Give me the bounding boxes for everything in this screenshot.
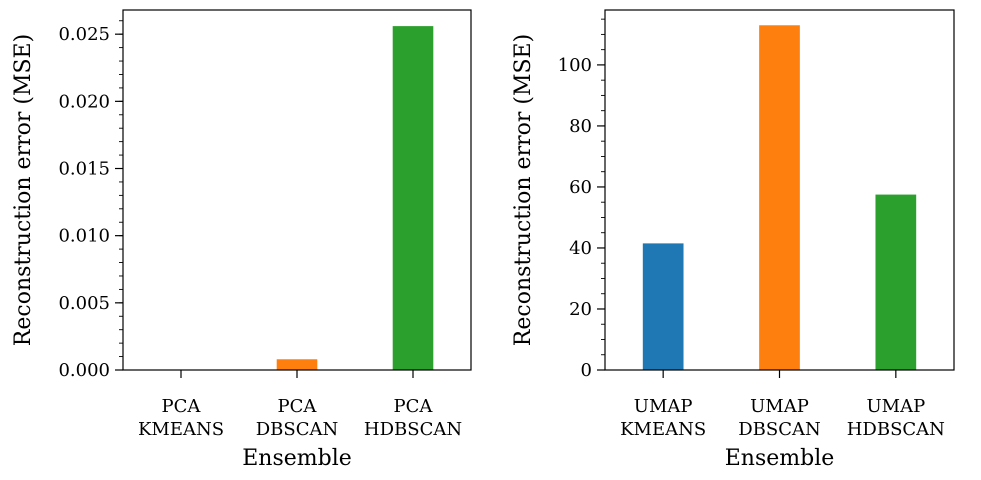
- x-tick-label: PCA: [278, 396, 318, 417]
- y-tick-label: 80: [569, 116, 592, 137]
- bar-umap-kmeans: [642, 243, 684, 370]
- x-tick-label: KMEANS: [620, 419, 706, 440]
- bar-umap-hdbscan: [875, 194, 917, 370]
- x-tick-label: HDBSCAN: [364, 419, 462, 440]
- y-tick-label: 100: [558, 55, 592, 76]
- y-tick-label: 0.025: [58, 24, 110, 45]
- x-tick-label: PCA: [162, 396, 202, 417]
- x-tick-label: DBSCAN: [256, 419, 339, 440]
- y-tick-label: 0.015: [58, 159, 110, 180]
- y-axis-label: Reconstruction error (MSE): [511, 34, 536, 346]
- x-tick-label: DBSCAN: [738, 419, 821, 440]
- y-axis-label: Reconstruction error (MSE): [11, 34, 36, 346]
- x-tick-label: UMAP: [634, 396, 693, 417]
- x-tick-label: UMAP: [750, 396, 809, 417]
- x-axis-label: Ensemble: [725, 446, 835, 471]
- y-tick-label: 0.000: [58, 360, 110, 381]
- bar-pca-hdbscan: [392, 26, 434, 370]
- bar-pca-dbscan: [276, 359, 318, 370]
- x-tick-label: UMAP: [866, 396, 925, 417]
- x-axis-label: Ensemble: [242, 446, 352, 471]
- y-tick-label: 20: [569, 299, 592, 320]
- x-tick-label: PCA: [394, 396, 434, 417]
- x-tick-label: HDBSCAN: [847, 419, 945, 440]
- y-tick-label: 40: [569, 238, 592, 259]
- y-tick-label: 0: [581, 360, 592, 381]
- y-tick-label: 0.020: [58, 91, 110, 112]
- chart-umap: 020406080100UMAPKMEANSUMAPDBSCANUMAPHDBS…: [511, 9, 955, 471]
- x-tick-label: KMEANS: [138, 419, 224, 440]
- chart-pca: 0.0000.0050.0100.0150.0200.025PCAKMEANSP…: [11, 9, 472, 471]
- y-tick-label: 0.005: [58, 293, 110, 314]
- bar-umap-dbscan: [759, 25, 800, 370]
- y-tick-label: 60: [569, 177, 592, 198]
- y-tick-label: 0.010: [58, 226, 110, 247]
